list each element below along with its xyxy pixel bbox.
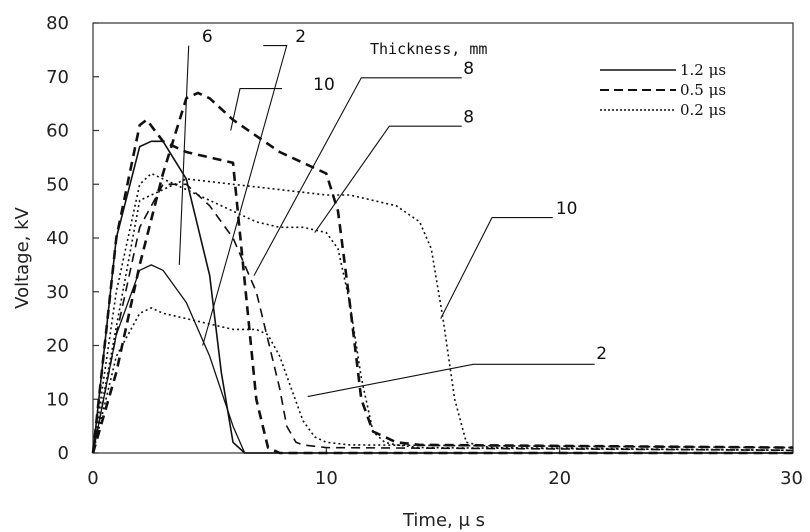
- legend-entry-label: 1.2 μs: [680, 61, 726, 79]
- series-line-1: [92, 140, 793, 454]
- annotation-label: 8: [463, 59, 474, 79]
- annotation-label: 6: [202, 27, 213, 47]
- x-tick-label: 0: [87, 468, 98, 489]
- series-line-7: [92, 178, 794, 454]
- annotation-leader-line: [230, 88, 282, 131]
- y-tick-label: 60: [46, 121, 69, 142]
- annotation-leader-line: [202, 45, 288, 346]
- legend-entry-label: 0.2 μs: [680, 101, 726, 119]
- x-tick-label: 20: [548, 468, 571, 489]
- series-line-4: [91, 91, 794, 454]
- y-axis-title: Voltage, kV: [12, 206, 33, 308]
- legend-title: Thickness, mm: [370, 40, 487, 58]
- y-tick-label: 30: [46, 282, 69, 303]
- annotation-label: 2: [295, 27, 306, 47]
- x-axis-title: Time, μ s: [402, 510, 485, 531]
- annotation-label: 10: [556, 199, 578, 219]
- legend-entry-label: 0.5 μs: [680, 81, 726, 99]
- y-tick-label: 0: [58, 443, 69, 464]
- annotation-leader-line: [253, 77, 462, 276]
- series-line-3: [91, 118, 793, 455]
- y-tick-label: 10: [46, 389, 69, 410]
- y-tick-label: 50: [46, 174, 69, 195]
- annotation-leader-line: [440, 217, 553, 319]
- x-tick-label: 30: [780, 468, 803, 489]
- annotation-leader-line: [314, 125, 462, 233]
- y-tick-label: 70: [46, 67, 69, 88]
- annotation-label: 10: [313, 75, 335, 95]
- series-line-8: [92, 307, 794, 454]
- annotation-leader-line: [178, 45, 190, 265]
- y-tick-label: 20: [46, 336, 69, 357]
- annotation-label: 2: [596, 344, 607, 364]
- y-tick-label: 80: [46, 13, 69, 34]
- x-tick-label: 10: [315, 468, 338, 489]
- y-tick-label: 40: [46, 228, 69, 249]
- series-line-2: [92, 264, 793, 454]
- annotation-leader-line: [307, 363, 595, 398]
- annotation-label: 8: [463, 107, 474, 127]
- series-line-6: [92, 172, 794, 454]
